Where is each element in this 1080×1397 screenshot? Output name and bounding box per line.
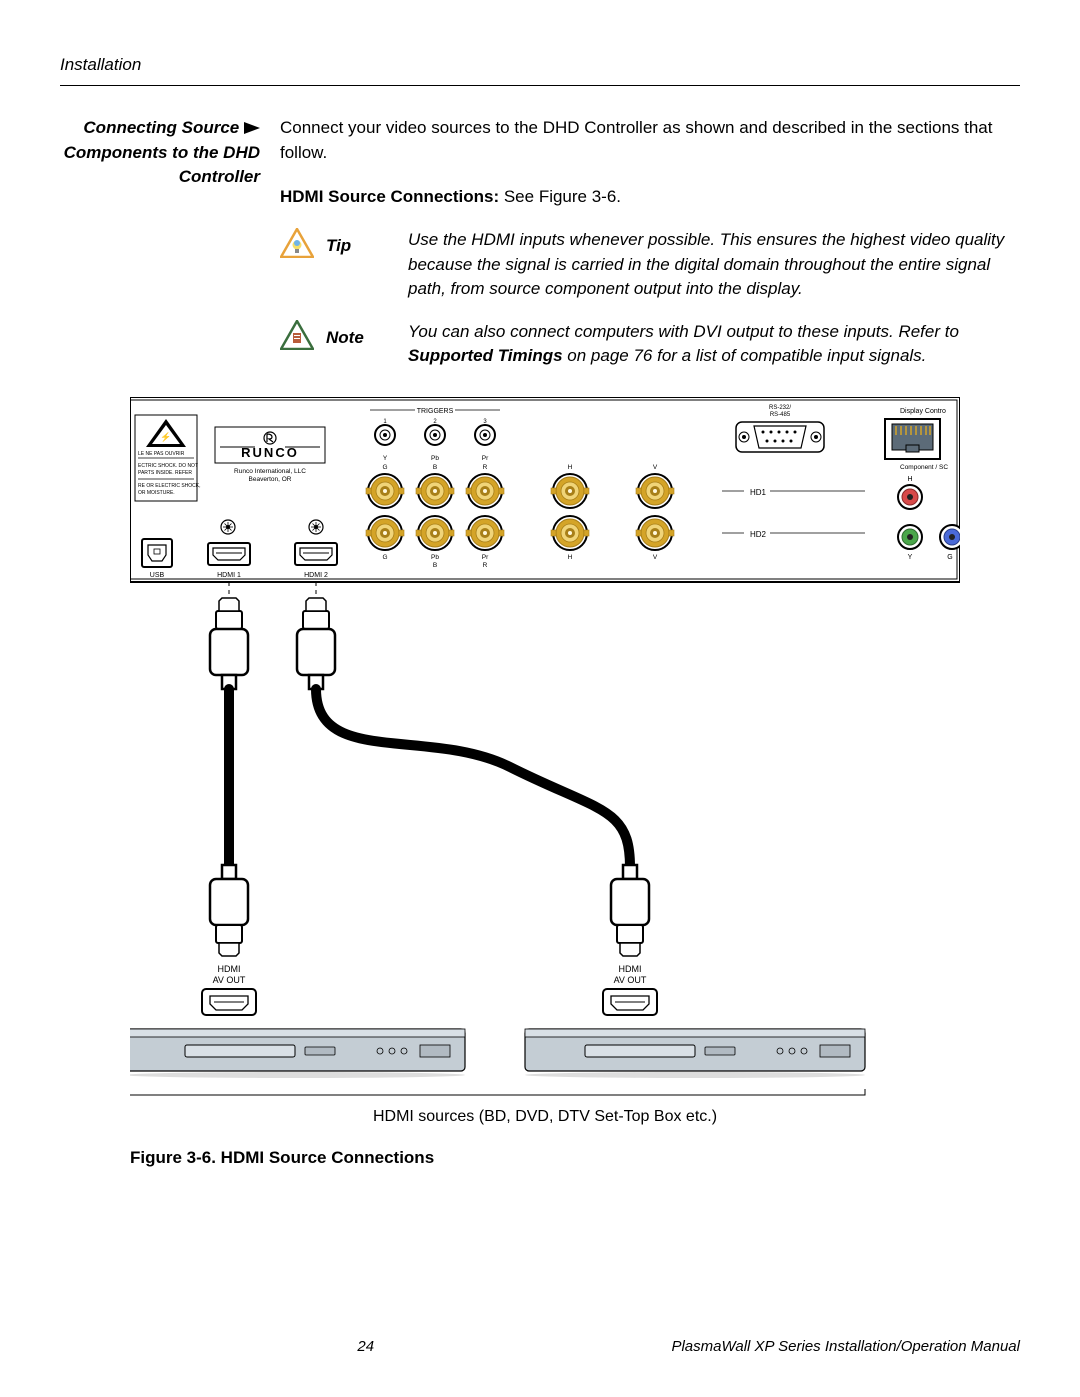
svg-text:HDMI 1: HDMI 1 [217,572,241,579]
tip-text: Use the HDMI inputs whenever possible. T… [408,228,1020,302]
svg-text:R: R [483,464,488,471]
note-bold: Supported Timings [408,346,563,365]
svg-text:B: B [433,562,437,569]
side-heading-l1: Connecting Source [83,118,239,137]
note-pre: You can also connect computers with DVI … [408,322,959,341]
svg-text:Runco International, LLC: Runco International, LLC [234,468,306,475]
tip-callout: Tip Use the HDMI inputs whenever possibl… [280,228,1020,302]
side-heading-l3: Controller [179,167,260,186]
svg-text:Pb: Pb [431,455,439,462]
svg-text:ECTRIC SHOCK. DO NOT: ECTRIC SHOCK. DO NOT [138,463,198,469]
svg-text:Display Contro: Display Contro [900,408,946,415]
svg-text:USB: USB [150,572,165,579]
subheading-rest: See Figure 3-6. [499,187,621,206]
svg-text:OR MOISTURE.: OR MOISTURE. [138,490,175,496]
page-number: 24 [357,1338,374,1355]
svg-text:V: V [653,464,658,471]
note-text: You can also connect computers with DVI … [408,320,1020,369]
svg-text:HDMI 2: HDMI 2 [304,572,328,579]
svg-text:V: V [653,554,658,561]
note-icon [280,320,314,358]
svg-text:HDMI: HDMI [218,964,241,974]
header-rule [60,85,1020,86]
side-heading-l2: Components to the DHD [64,143,260,162]
svg-text:AV OUT: AV OUT [213,975,246,985]
svg-text:AV OUT: AV OUT [614,975,647,985]
subheading-bold: HDMI Source Connections: [280,187,499,206]
svg-text:G: G [947,554,952,561]
svg-text:RS-485: RS-485 [770,412,791,418]
svg-text:H: H [568,554,573,561]
svg-text:TRIGGERS: TRIGGERS [417,408,454,415]
manual-title: PlasmaWall XP Series Installation/Operat… [671,1338,1020,1355]
svg-text:Y: Y [908,554,913,561]
svg-text:Pr: Pr [482,554,489,561]
bracket-label: HDMI sources (BD, DVD, DTV Set-Top Box e… [130,1108,960,1126]
svg-text:Beaverton, OR: Beaverton, OR [249,476,292,483]
svg-text:B: B [433,464,437,471]
svg-text:HDMI: HDMI [619,964,642,974]
sidebar: Connecting Source Components to the DHD … [60,116,260,387]
svg-text:Y: Y [383,455,388,462]
svg-text:LE NE PAS OUVRIR: LE NE PAS OUVRIR [138,451,185,457]
subheading: HDMI Source Connections: See Figure 3-6. [280,185,1020,210]
diagram-container: ⚡ LE NE PAS OUVRIR ECTRIC SHOCK. DO NOT … [130,397,960,1126]
svg-text:G: G [382,464,387,471]
svg-text:H: H [568,464,573,471]
svg-text:R: R [483,562,488,569]
svg-text:Pr: Pr [482,455,489,462]
note-label: Note [326,326,364,351]
svg-text:HD2: HD2 [750,530,767,539]
intro-paragraph: Connect your video sources to the DHD Co… [280,116,1020,165]
tip-icon [280,228,314,266]
svg-text:Component / SC: Component / SC [900,464,948,471]
tip-label: Tip [326,234,351,259]
note-post: on page 76 for a list of compatible inpu… [563,346,927,365]
svg-text:RS-232/: RS-232/ [769,405,791,411]
header-section: Installation [60,55,1020,75]
svg-text:G: G [382,554,387,561]
svg-text:H: H [907,476,912,483]
svg-text:HD1: HD1 [750,488,767,497]
svg-text:RE OR ELECTRIC SHOCK,: RE OR ELECTRIC SHOCK, [138,483,201,489]
svg-text:Pb: Pb [431,554,439,561]
arrow-icon [244,117,260,141]
svg-text:⚡: ⚡ [160,431,171,443]
figure-caption: Figure 3-6. HDMI Source Connections [130,1148,1020,1168]
footer: 24 PlasmaWall XP Series Installation/Ope… [60,1338,1020,1355]
note-callout: Note You can also connect computers with… [280,320,1020,369]
connection-diagram: ⚡ LE NE PAS OUVRIR ECTRIC SHOCK. DO NOT … [130,397,960,1097]
svg-text:PARTS INSIDE. REFER: PARTS INSIDE. REFER [138,470,192,476]
